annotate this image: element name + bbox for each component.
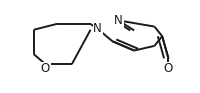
Text: N: N — [114, 14, 122, 27]
Text: O: O — [163, 62, 172, 75]
Text: O: O — [41, 62, 50, 75]
Text: N: N — [93, 22, 101, 35]
